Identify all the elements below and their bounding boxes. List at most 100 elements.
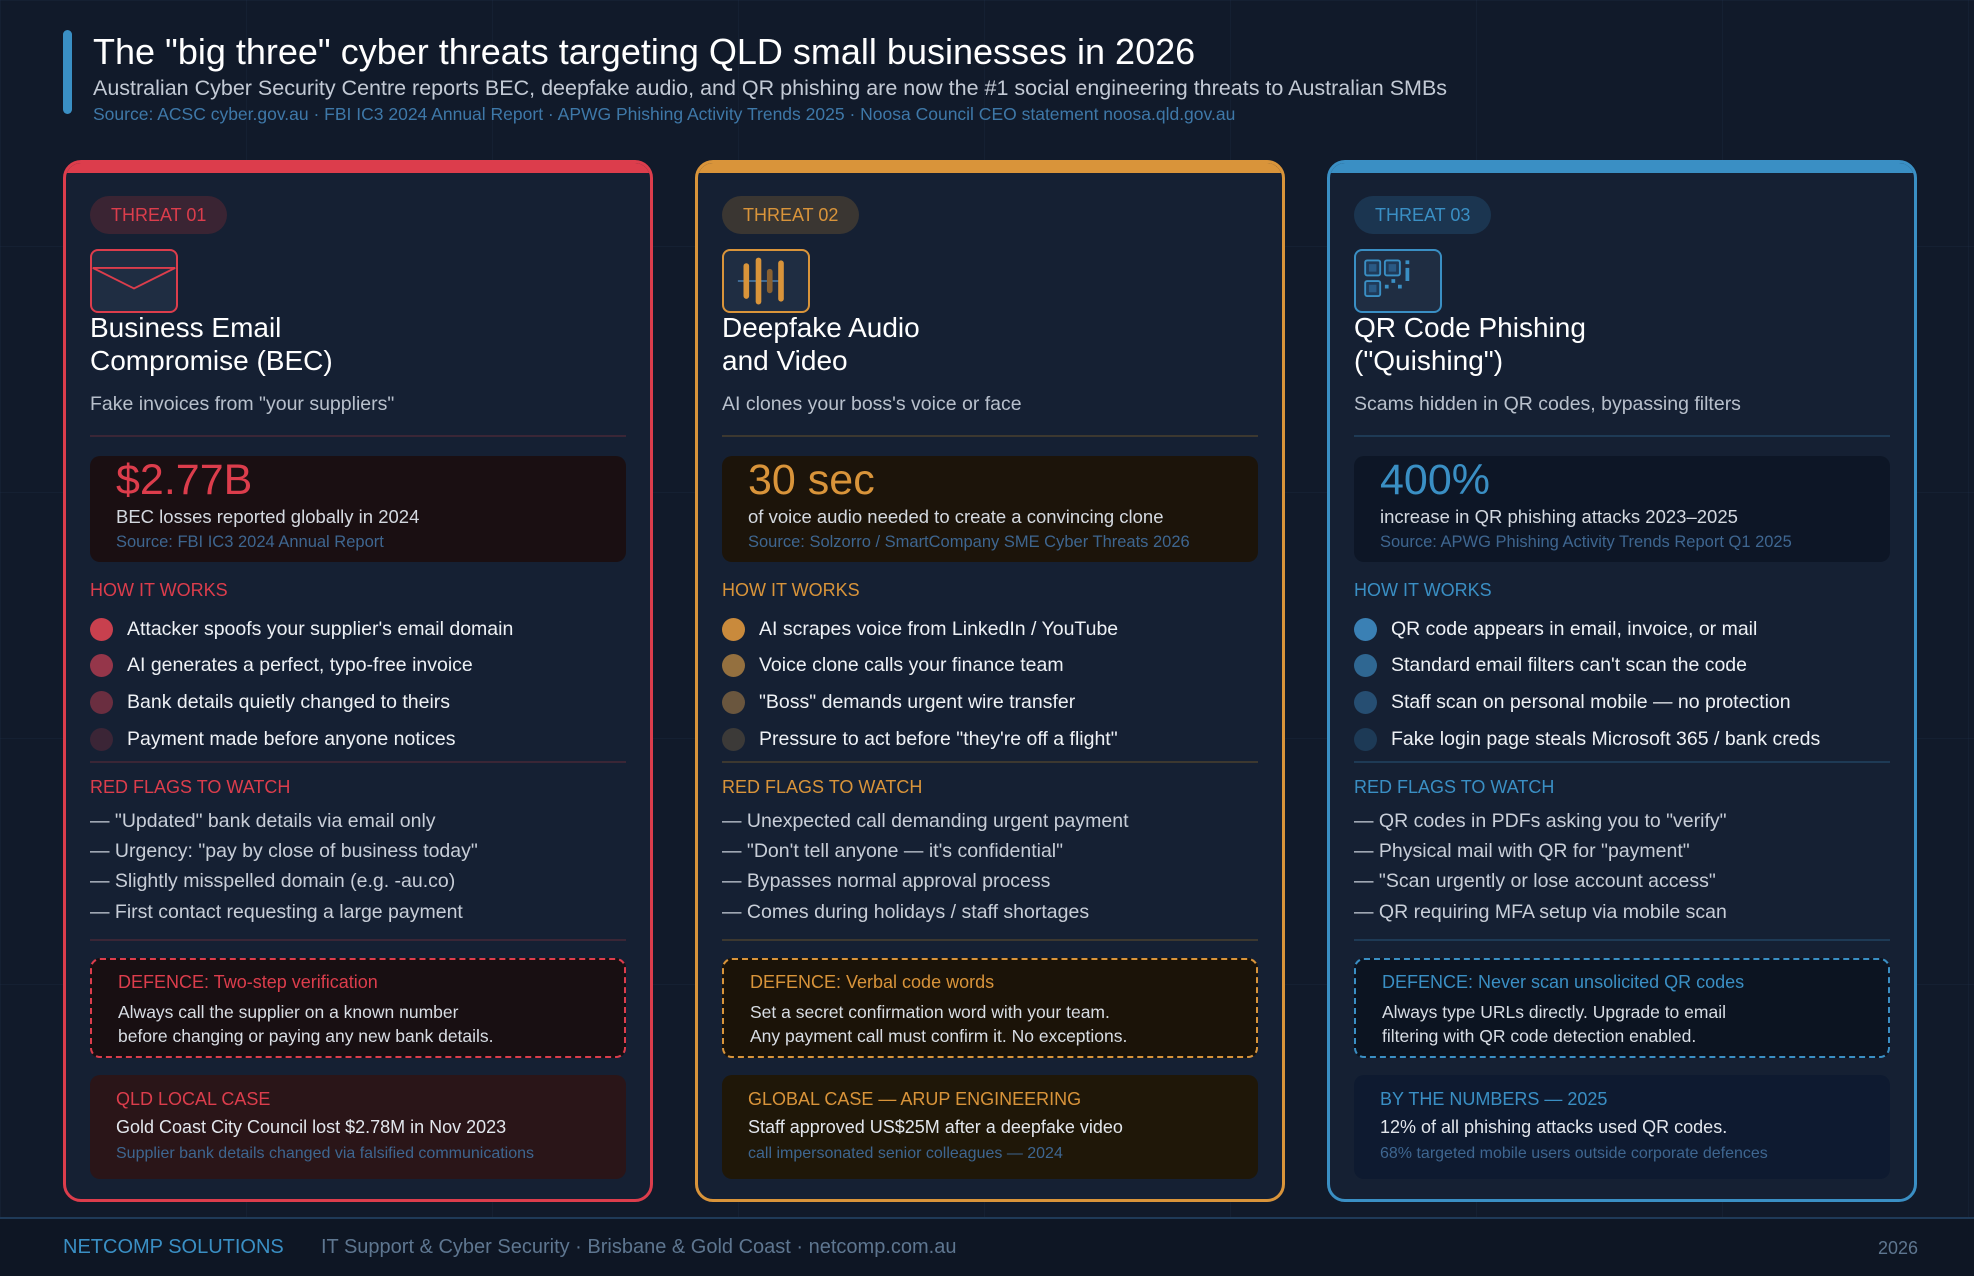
defence-title: DEFENCE: Two-step verification — [118, 972, 378, 992]
step-dot-icon — [90, 690, 113, 714]
list-item: Standard email filters can't scan the co… — [1354, 648, 1820, 685]
step-dot-icon — [1354, 727, 1377, 751]
threat-card-quishing: THREAT 03 QR Code Phishing ("Quishing") … — [1327, 160, 1917, 1202]
defence-box: DEFENCE: Two-step verification Always ca… — [90, 958, 626, 1058]
list-item: Pressure to act before "they're off a fl… — [722, 721, 1118, 758]
list-item: — Unexpected call demanding urgent payme… — [722, 810, 1129, 832]
case-title: QLD LOCAL CASE — [116, 1089, 271, 1109]
stat-box: 400% increase in QR phishing attacks 202… — [1354, 456, 1890, 562]
list-item: — "Don't tell anyone — it's confidential… — [722, 840, 1064, 863]
step-dot-icon — [1354, 617, 1377, 641]
list-item: Staff scan on personal mobile — no prote… — [1354, 684, 1820, 721]
step-dot-icon — [722, 690, 745, 714]
divider — [722, 761, 1258, 763]
qr-code-icon — [1354, 249, 1442, 313]
divider — [1354, 939, 1890, 941]
divider — [722, 435, 1258, 437]
threat-title: Business Email Compromise (BEC) — [90, 312, 333, 376]
defence-title: DEFENCE: Verbal code words — [750, 972, 995, 992]
footer-tagline: IT Support & Cyber Security · Brisbane &… — [321, 1236, 957, 1258]
red-flags-label: RED FLAGS TO WATCH — [90, 777, 291, 797]
defence-box: DEFENCE: Never scan unsolicited QR codes… — [1354, 958, 1890, 1058]
step-dot-icon — [90, 654, 113, 678]
page-header: The "big three" cyber threats targeting … — [63, 30, 1913, 124]
how-it-works-label: HOW IT WORKS — [722, 580, 860, 600]
numbers-box: BY THE NUMBERS — 2025 12% of all phishin… — [1354, 1075, 1890, 1179]
stat-box: $2.77B BEC losses reported globally in 2… — [90, 456, 626, 562]
threat-title: QR Code Phishing ("Quishing") — [1354, 312, 1586, 376]
list-item: — Comes during holidays / staff shortage… — [722, 900, 1090, 923]
defence-box: DEFENCE: Verbal code words Set a secret … — [722, 958, 1258, 1058]
list-item: Voice clone calls your finance team — [722, 648, 1118, 685]
stat-value: 30 sec — [748, 456, 875, 504]
step-dot-icon — [90, 617, 113, 641]
divider — [1354, 435, 1890, 437]
divider — [90, 761, 626, 763]
list-item: — Slightly misspelled domain (e.g. -au.c… — [90, 870, 456, 893]
step-dot-icon — [722, 617, 745, 641]
how-it-works-list: Attacker spoofs your supplier's email do… — [90, 611, 513, 757]
header-accent-bar — [63, 30, 72, 114]
case-note: Supplier bank details changed via falsif… — [116, 1145, 535, 1162]
stat-source: Source: APWG Phishing Activity Trends Re… — [1380, 533, 1792, 551]
page-sources: Source: ACSC cyber.gov.au · FBI IC3 2024… — [93, 104, 1236, 124]
envelope-icon — [90, 249, 178, 313]
case-body: Gold Coast City Council lost $2.78M in N… — [116, 1117, 507, 1137]
step-dot-icon — [722, 654, 745, 678]
step-dot-icon — [722, 727, 745, 751]
footer: NETCOMP SOLUTIONS IT Support & Cyber Sec… — [0, 1219, 1974, 1276]
footer-brand: NETCOMP SOLUTIONS — [63, 1236, 284, 1258]
list-item: — Bypasses normal approval process — [722, 870, 1051, 893]
divider — [722, 939, 1258, 941]
defence-body: Set a secret confirmation word with your… — [750, 1002, 1128, 1046]
case-body: Staff approved US$25M after a deepfake v… — [748, 1117, 1123, 1137]
stat-description: of voice audio needed to create a convin… — [748, 506, 1164, 527]
defence-body: Always type URLs directly. Upgrade to em… — [1382, 1002, 1726, 1046]
step-dot-icon — [90, 727, 113, 751]
case-body: 12% of all phishing attacks used QR code… — [1380, 1117, 1728, 1137]
threat-card-bec: THREAT 01 Business Email Compromise (BEC… — [63, 160, 653, 1202]
list-item: — "Updated" bank details via email only — [90, 810, 436, 832]
case-box: GLOBAL CASE — ARUP ENGINEERING Staff app… — [722, 1075, 1258, 1179]
defence-body: Always call the supplier on a known numb… — [118, 1002, 494, 1046]
list-item: Payment made before anyone notices — [90, 721, 513, 758]
threat-badge: THREAT 02 — [722, 196, 860, 234]
threat-title: Deepfake Audio and Video — [722, 312, 920, 376]
stat-description: increase in QR phishing attacks 2023–202… — [1380, 506, 1738, 527]
list-item: — "Scan urgently or lose account access" — [1354, 870, 1716, 893]
stat-source: Source: Solzorro / SmartCompany SME Cybe… — [748, 533, 1190, 551]
threat-badge: THREAT 03 — [1354, 196, 1492, 234]
list-item: — Urgency: "pay by close of business tod… — [90, 840, 478, 863]
how-it-works-label: HOW IT WORKS — [1354, 580, 1492, 600]
threat-tagline: Fake invoices from "your suppliers" — [90, 393, 395, 415]
stat-value: $2.77B — [116, 456, 253, 504]
step-dot-icon — [1354, 690, 1377, 714]
threat-tagline: Scams hidden in QR codes, bypassing filt… — [1354, 393, 1741, 415]
list-item: "Boss" demands urgent wire transfer — [722, 684, 1118, 721]
defence-title: DEFENCE: Never scan unsolicited QR codes — [1382, 972, 1745, 992]
red-flags-label: RED FLAGS TO WATCH — [1354, 777, 1555, 797]
divider — [1354, 761, 1890, 763]
list-item: — QR codes in PDFs asking you to "verify… — [1354, 810, 1727, 832]
stat-value: 400% — [1380, 456, 1490, 504]
how-it-works-label: HOW IT WORKS — [90, 580, 228, 600]
list-item: — QR requiring MFA setup via mobile scan — [1354, 900, 1727, 923]
list-item: — Physical mail with QR for "payment" — [1354, 840, 1690, 863]
red-flags-label: RED FLAGS TO WATCH — [722, 777, 923, 797]
threat-card-deepfake: THREAT 02 Deepfake Audio and Video AI cl… — [695, 160, 1285, 1202]
case-note: 68% targeted mobile users outside corpor… — [1380, 1145, 1768, 1162]
list-item: Attacker spoofs your supplier's email do… — [90, 611, 513, 648]
case-title: GLOBAL CASE — ARUP ENGINEERING — [748, 1089, 1082, 1109]
step-dot-icon — [1354, 654, 1377, 678]
list-item: — First contact requesting a large payme… — [90, 900, 463, 923]
case-box: QLD LOCAL CASE Gold Coast City Council l… — [90, 1075, 626, 1179]
red-flags-list: — QR codes in PDFs asking you to "verify… — [1354, 806, 1727, 927]
stat-source: Source: FBI IC3 2024 Annual Report — [116, 533, 384, 551]
case-note: call impersonated senior colleagues — 20… — [748, 1145, 1063, 1162]
footer-year: 2026 — [1877, 1238, 1918, 1258]
divider — [90, 435, 626, 437]
threat-badge: THREAT 01 — [90, 196, 228, 234]
list-item: AI generates a perfect, typo-free invoic… — [90, 648, 513, 685]
red-flags-list: — "Updated" bank details via email only … — [90, 806, 478, 927]
case-title: BY THE NUMBERS — 2025 — [1380, 1089, 1608, 1109]
